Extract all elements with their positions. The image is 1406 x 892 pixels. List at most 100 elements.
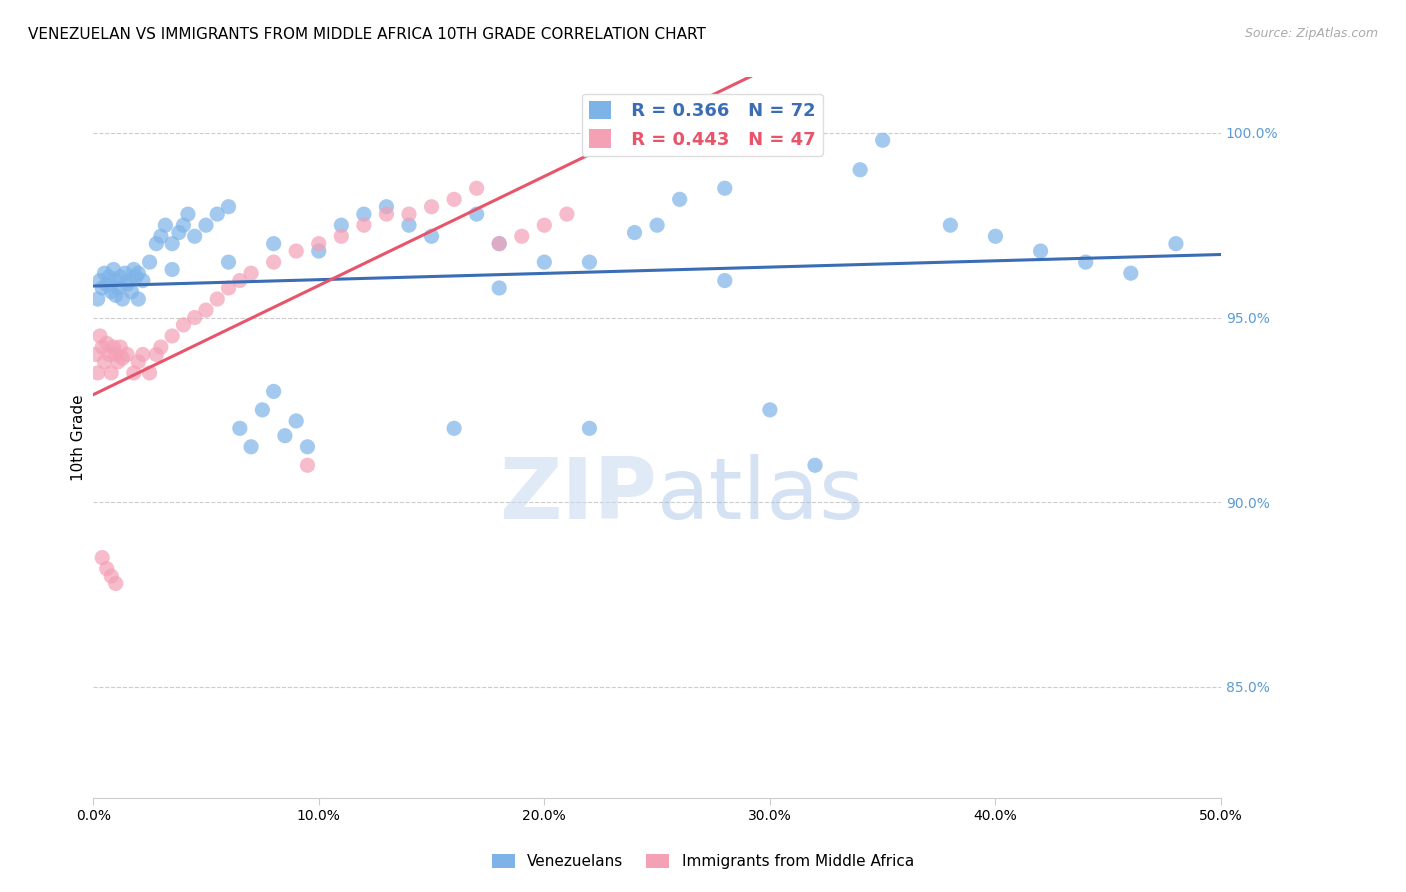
Point [138, 255, 160, 269]
Point [93, 355, 115, 369]
Point [218, 200, 240, 214]
Point [510, 229, 533, 244]
Point [240, 266, 263, 280]
Point [98, 347, 121, 361]
Point [111, 292, 134, 306]
Point [100, 285, 122, 299]
Point [100, 366, 122, 380]
Point [127, 266, 149, 280]
Point [353, 207, 375, 221]
Point [91, 550, 114, 565]
Point [263, 384, 285, 399]
Point [398, 207, 420, 221]
Point [115, 277, 138, 292]
Point [100, 569, 122, 583]
Point [330, 229, 353, 244]
Point [218, 281, 240, 295]
Point [285, 244, 308, 258]
Point [420, 229, 443, 244]
Point [132, 347, 155, 361]
Point [297, 440, 319, 454]
Point [297, 458, 319, 473]
Point [104, 288, 127, 302]
Point [443, 421, 465, 435]
Text: VENEZUELAN VS IMMIGRANTS FROM MIDDLE AFRICA 10TH GRADE CORRELATION CHART: VENEZUELAN VS IMMIGRANTS FROM MIDDLE AFR… [28, 27, 706, 42]
Point [229, 274, 252, 288]
Point [849, 162, 872, 177]
Point [84, 347, 107, 361]
Point [125, 269, 148, 284]
Point [759, 402, 782, 417]
Point [804, 458, 827, 473]
Point [353, 218, 375, 232]
Point [103, 262, 125, 277]
Point [1074, 255, 1097, 269]
Point [194, 303, 217, 318]
Point [533, 255, 555, 269]
Point [160, 329, 183, 343]
Point [93, 266, 115, 280]
Point [555, 207, 578, 221]
Point [713, 274, 735, 288]
Point [127, 292, 149, 306]
Point [263, 236, 285, 251]
Point [104, 274, 127, 288]
Point [118, 274, 141, 288]
Point [89, 329, 111, 343]
Point [103, 340, 125, 354]
Point [465, 181, 488, 195]
Point [398, 218, 420, 232]
Point [110, 340, 132, 354]
Point [183, 229, 205, 244]
Point [138, 366, 160, 380]
Point [96, 336, 118, 351]
Point [149, 229, 172, 244]
Point [263, 255, 285, 269]
Point [218, 255, 240, 269]
Point [872, 133, 894, 147]
Point [96, 277, 118, 292]
Point [104, 576, 127, 591]
Point [713, 181, 735, 195]
Point [160, 236, 183, 251]
Y-axis label: 10th Grade: 10th Grade [72, 394, 86, 481]
Point [91, 281, 114, 295]
Point [132, 274, 155, 288]
Point [115, 347, 138, 361]
Point [194, 218, 217, 232]
Point [107, 281, 129, 295]
Point [122, 262, 145, 277]
Point [240, 440, 263, 454]
Point [91, 340, 114, 354]
Point [420, 200, 443, 214]
Point [939, 218, 962, 232]
Point [229, 421, 252, 435]
Point [207, 207, 229, 221]
Point [111, 351, 134, 366]
Text: ZIP: ZIP [499, 454, 657, 537]
Point [89, 274, 111, 288]
Point [488, 281, 510, 295]
Point [1029, 244, 1052, 258]
Point [488, 236, 510, 251]
Point [104, 347, 127, 361]
Point [578, 255, 600, 269]
Point [110, 269, 132, 284]
Point [488, 236, 510, 251]
Point [107, 355, 129, 369]
Point [984, 229, 1007, 244]
Point [330, 218, 353, 232]
Point [98, 269, 121, 284]
Text: Source: ZipAtlas.com: Source: ZipAtlas.com [1244, 27, 1378, 40]
Point [668, 192, 690, 206]
Point [285, 414, 308, 428]
Point [207, 292, 229, 306]
Point [308, 244, 330, 258]
Point [183, 310, 205, 325]
Point [121, 285, 143, 299]
Point [86, 366, 108, 380]
Point [145, 347, 167, 361]
Point [375, 200, 398, 214]
Point [443, 192, 465, 206]
Point [533, 218, 555, 232]
